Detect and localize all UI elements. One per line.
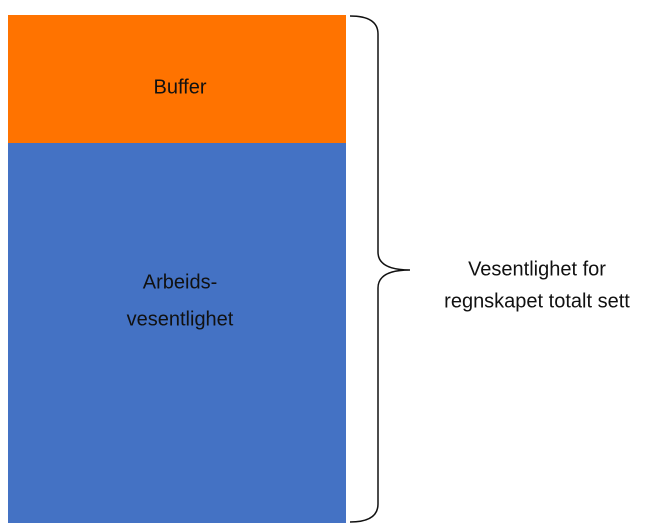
work-materiality-block [8, 143, 346, 523]
brace [349, 15, 411, 523]
block-label: Arbeids- [143, 271, 217, 293]
block-label: Buffer [154, 76, 207, 98]
block-label: vesentlighet [127, 308, 234, 330]
brace-label: Vesentlighet for [468, 258, 606, 280]
brace-label: regnskapet totalt sett [444, 290, 630, 312]
buffer-block [8, 15, 346, 143]
